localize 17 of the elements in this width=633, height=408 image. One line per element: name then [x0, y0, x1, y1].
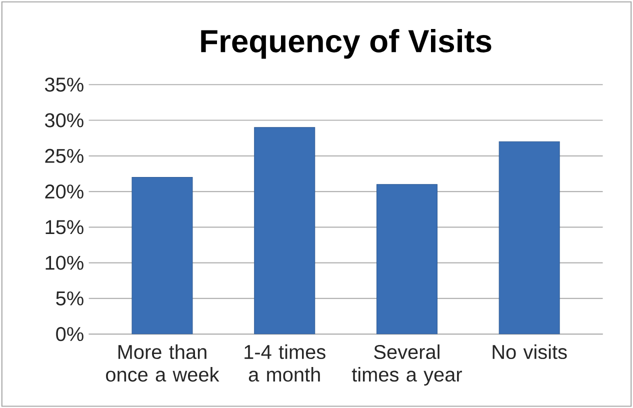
y-tick-label: 5% [56, 291, 84, 306]
x-tick-label: No visits [492, 344, 567, 359]
x-tick-label: Several times a year [352, 344, 462, 386]
y-tick-label: 25% [45, 148, 84, 163]
y-tick-label: 10% [46, 256, 84, 270]
bar [376, 184, 438, 334]
y-tick-label: 35% [44, 78, 84, 92]
bar [132, 176, 193, 334]
chart-title: Frequency of Visits [201, 28, 492, 59]
y-tick-label: 0% [56, 326, 84, 342]
bar [254, 127, 316, 334]
x-tick-label: More than once a week [106, 344, 220, 382]
y-tick-label: 15% [46, 220, 84, 234]
bar [498, 141, 560, 334]
x-tick-label: 1-4 times a month [244, 344, 326, 382]
y-tick-label: 30% [44, 113, 84, 128]
y-tick-label: 20% [45, 184, 84, 199]
